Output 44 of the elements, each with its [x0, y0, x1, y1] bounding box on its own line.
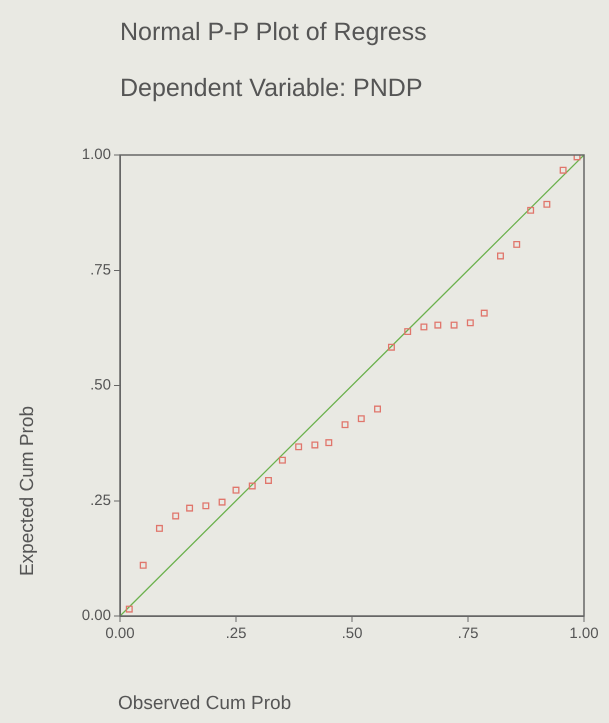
- x-axis-title: Observed Cum Prob: [118, 693, 292, 715]
- point: [388, 344, 395, 351]
- y-tick-label: 0.00: [82, 607, 111, 624]
- point: [420, 323, 428, 330]
- y-tick-label: 1.00: [82, 146, 111, 164]
- point: [527, 206, 534, 214]
- chart-subtitle: Dependent Variable: PNDP: [120, 74, 422, 103]
- point: [404, 328, 412, 336]
- point: [560, 166, 567, 174]
- point: [358, 415, 365, 422]
- point: [232, 486, 240, 494]
- point: [497, 252, 504, 260]
- point: [186, 504, 194, 512]
- chart-title: Normal P-P Plot of Regress: [120, 18, 427, 47]
- point: [140, 562, 147, 569]
- point: [450, 322, 458, 329]
- point: [434, 322, 442, 329]
- point: [218, 498, 226, 506]
- y-tick-label: .25: [90, 492, 111, 509]
- x-tick-label: 1.00: [569, 625, 599, 642]
- point: [248, 482, 256, 490]
- point: [543, 200, 550, 208]
- x-tick-label: .50: [342, 625, 362, 642]
- y-tick-label: .50: [90, 376, 111, 394]
- point: [278, 456, 286, 464]
- point: [295, 443, 302, 450]
- point: [374, 406, 381, 412]
- point: [156, 524, 163, 532]
- x-tick-label: .75: [458, 625, 478, 642]
- point: [342, 421, 349, 428]
- point: [480, 310, 488, 317]
- point: [202, 502, 210, 510]
- x-tick-label: 0.00: [105, 625, 135, 642]
- point: [126, 606, 133, 613]
- point: [325, 439, 332, 446]
- point: [265, 476, 272, 484]
- y-axis-title: Expected Cum Prob: [17, 404, 39, 578]
- x-tick-label: .25: [226, 625, 246, 642]
- y-tick-label: .75: [90, 261, 111, 278]
- point: [513, 240, 520, 248]
- point: [466, 319, 474, 326]
- point: [311, 441, 318, 448]
- point: [574, 155, 581, 160]
- point: [172, 512, 180, 520]
